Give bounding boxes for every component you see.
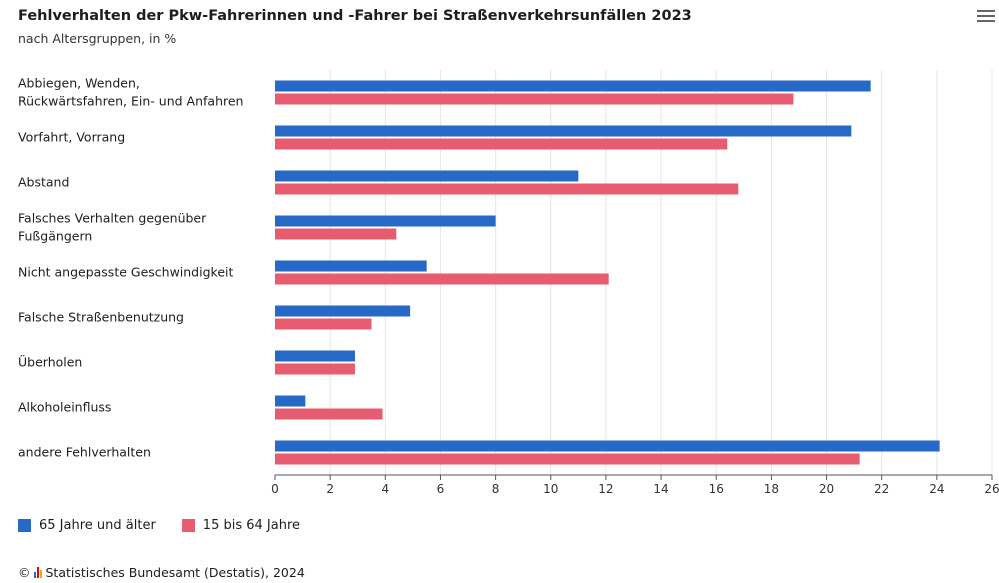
x-tick-label: 24: [929, 482, 944, 496]
bar: [275, 228, 397, 240]
x-tick-label: 20: [819, 482, 834, 496]
destatis-logo-icon: [33, 567, 42, 578]
x-tick-label: 8: [492, 482, 500, 496]
x-tick-label: 0: [271, 482, 279, 496]
credit-text: Statistisches Bundesamt (Destatis), 2024: [45, 565, 305, 580]
x-tick-label: 6: [437, 482, 445, 496]
chart-title: Fehlverhalten der Pkw-Fahrerinnen und -F…: [18, 8, 692, 24]
legend-swatch-15-64: [181, 519, 195, 532]
bar: [275, 260, 427, 272]
bar: [275, 408, 383, 420]
legend-swatch-65plus: [18, 519, 31, 532]
x-tick-label: 12: [598, 482, 613, 496]
x-tick-label: 4: [381, 482, 389, 496]
bar: [275, 273, 609, 285]
bar: [275, 350, 355, 362]
bar: [275, 363, 355, 375]
legend-item-65plus[interactable]: 65 Jahre und älter: [18, 518, 156, 533]
x-tick-label: 10: [543, 482, 558, 496]
category-label: Abstand: [18, 175, 69, 190]
category-label: Überholen: [18, 354, 82, 370]
hamburger-menu-icon[interactable]: [977, 10, 995, 24]
chart-legend: 65 Jahre und älter 15 bis 64 Jahre: [18, 518, 300, 533]
bar: [275, 170, 579, 182]
category-label: Nicht angepasste Geschwindigkeit: [18, 265, 233, 280]
bar: [275, 453, 860, 465]
bar: [275, 183, 739, 195]
category-label: Rückwärtsfahren, Ein- und Anfahren: [18, 94, 243, 109]
chart-subtitle: nach Altersgruppen, in %: [18, 31, 177, 46]
category-label: andere Fehlverhalten: [18, 445, 151, 460]
x-tick-label: 2: [326, 482, 334, 496]
category-label: Falsches Verhalten gegenüber: [18, 211, 207, 226]
bar: [275, 80, 871, 92]
bar: [275, 125, 852, 137]
legend-label-65plus: 65 Jahre und älter: [39, 518, 156, 533]
category-label: Abbiegen, Wenden,: [18, 76, 140, 91]
bar: [275, 305, 411, 317]
bar: [275, 138, 728, 150]
source-credit: © Statistisches Bundesamt (Destatis), 20…: [18, 565, 305, 580]
x-tick-label: 26: [984, 482, 999, 496]
legend-label-15-64: 15 bis 64 Jahre: [202, 518, 301, 533]
x-tick-label: 22: [874, 482, 889, 496]
category-label: Vorfahrt, Vorrang: [18, 130, 125, 145]
legend-item-15-64[interactable]: 15 bis 64 Jahre: [181, 518, 301, 533]
bar: [275, 215, 496, 227]
copyright-symbol: ©: [18, 565, 31, 580]
bar: [275, 395, 306, 407]
category-label: Alkoholeinfluss: [18, 400, 111, 415]
category-label: Falsche Straßenbenutzung: [18, 310, 184, 325]
x-tick-label: 14: [653, 482, 668, 496]
category-label: Fußgängern: [18, 229, 92, 244]
bar: [275, 318, 372, 330]
bar: [275, 93, 794, 105]
x-tick-label: 18: [764, 482, 779, 496]
bar: [275, 440, 940, 452]
x-tick-label: 16: [709, 482, 724, 496]
